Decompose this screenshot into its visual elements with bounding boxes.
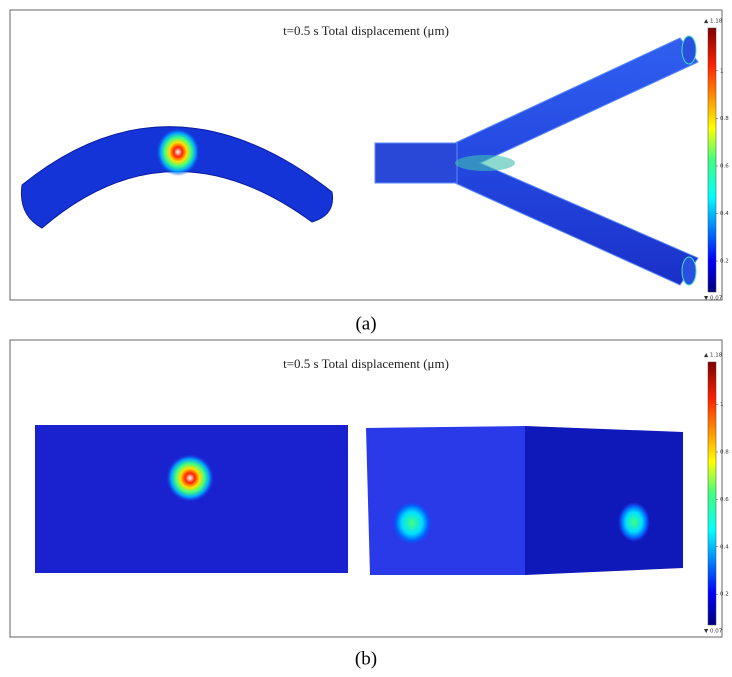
panel-label: (b)	[355, 648, 377, 669]
colorbar-tick-label: 1	[720, 68, 724, 74]
colorbar-tick-label: 0.6	[720, 497, 729, 503]
panel-title: t=0.5 s Total displacement (μm)	[283, 23, 449, 38]
colorbar-min: ▼ 0.07	[704, 296, 723, 302]
cube-side	[525, 426, 683, 575]
colorbar-max: ▲ 1.18	[704, 19, 723, 25]
hotspot	[166, 454, 214, 502]
junction	[455, 155, 515, 171]
colorbar-tick-label: 0.8	[720, 116, 729, 122]
hotspot	[618, 502, 650, 542]
colorbar-tick-label: 0.8	[720, 450, 729, 456]
hotspot	[156, 128, 200, 176]
panel-title: t=0.5 s Total displacement (μm)	[283, 356, 449, 371]
colorbar	[708, 28, 716, 292]
y-vessel-inlet	[375, 143, 457, 183]
colorbar-tick-label: 0.4	[720, 211, 729, 217]
outlet	[682, 257, 696, 285]
colorbar-max: ▲ 1.18	[704, 353, 723, 359]
colorbar-tick-label: 0.2	[720, 259, 729, 265]
colorbar	[708, 362, 716, 625]
outlet	[682, 36, 696, 64]
colorbar-tick-label: 0.4	[720, 544, 729, 550]
colorbar-tick-label: 0.2	[720, 592, 729, 598]
colorbar-tick-label: 1	[720, 402, 724, 408]
figure: t=0.5 s Total displacement (μm) (a) ▲ 1.18…	[0, 0, 732, 677]
colorbar-tick-label: 0.6	[720, 163, 729, 169]
panel-label: (a)	[355, 313, 376, 334]
colorbar-min: ▼ 0.07	[704, 629, 723, 635]
cube-front	[366, 426, 525, 575]
hotspot	[392, 501, 432, 545]
